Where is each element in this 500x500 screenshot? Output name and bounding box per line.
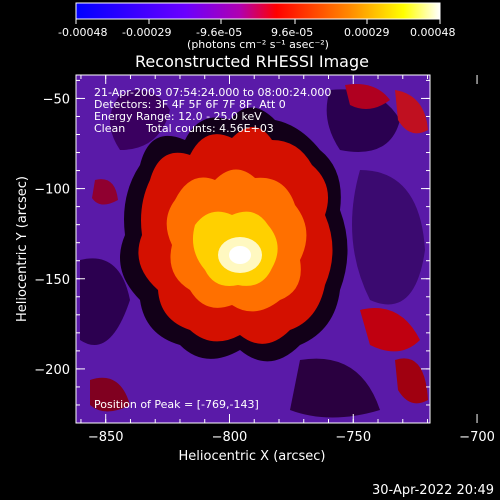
x-tick-label: −700	[459, 430, 495, 445]
flare-image	[76, 75, 430, 423]
x-tick-label: −750	[335, 430, 371, 445]
colorbar-tick-label: -0.00029	[122, 26, 171, 39]
colorbar-tick-label: -9.6e-05	[196, 26, 242, 39]
colorbar-unit: (photons cm⁻² s⁻¹ asec⁻²)	[187, 38, 329, 51]
x-tick-label: −850	[88, 430, 124, 445]
info-method: Clean	[94, 122, 125, 135]
colorbar-ticks	[75, 19, 441, 24]
info-time-range: 21-Apr-2003 07:54:24.000 to 08:00:24.000	[94, 86, 331, 99]
info-detectors: Detectors: 3F 4F 5F 6F 7F 8F, Att 0	[94, 98, 286, 111]
colorbar-tick-label: 0.00029	[344, 26, 390, 39]
x-tick-label: −800	[212, 430, 248, 445]
y-axis-ticks: −50 −100 −150 −200	[34, 79, 430, 424]
x-axis-ticks: −850 −800 −750 −700	[80, 75, 495, 445]
peak-label: Position of Peak = [-769,-143]	[94, 398, 259, 411]
y-tick-label: −100	[34, 183, 70, 198]
image-title: Reconstructed RHESSI Image	[135, 52, 369, 71]
y-axis-label: Heliocentric Y (arcsec)	[15, 176, 30, 322]
colorbar	[75, 2, 441, 20]
y-tick-label: −200	[34, 363, 70, 378]
colorbar-tick-label: 0.00048	[410, 26, 456, 39]
y-tick-label: −150	[34, 273, 70, 288]
info-counts: Total counts: 4.56E+03	[145, 122, 274, 135]
plot-frame	[75, 74, 431, 424]
info-energy: Energy Range: 12.0 - 25.0 keV	[94, 110, 262, 123]
colorbar-tick-label: -0.00048	[58, 26, 107, 39]
y-tick-label: −50	[43, 92, 70, 107]
colorbar-tick-label: 9.6e-05	[271, 26, 313, 39]
footer-timestamp: 30-Apr-2022 20:49	[372, 483, 494, 498]
x-axis-label: Heliocentric X (arcsec)	[179, 449, 326, 464]
